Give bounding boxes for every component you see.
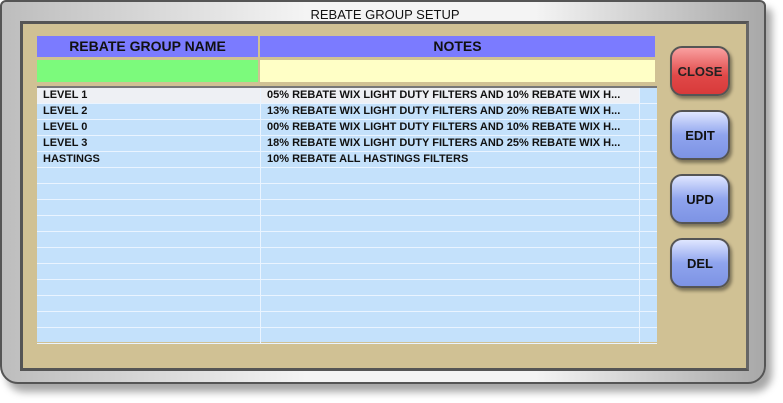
name-filter-input[interactable] (37, 60, 258, 82)
name-cell: LEVEL 0 (37, 120, 261, 135)
notes-cell (261, 216, 640, 231)
table-row[interactable]: LEVEL 3 18% REBATE WIX LIGHT DUTY FILTERS… (37, 136, 657, 152)
notes-cell (261, 312, 640, 327)
name-cell (37, 280, 261, 295)
notes-cell (261, 248, 640, 263)
notes-cell (261, 264, 640, 279)
empty-row[interactable] (37, 168, 657, 184)
name-cell (37, 296, 261, 311)
empty-row[interactable] (37, 248, 657, 264)
rebate-group-grid: LEVEL 1 05% REBATE WIX LIGHT DUTY FILTERS… (37, 86, 657, 344)
column-header-notes[interactable]: NOTES (260, 36, 655, 57)
name-cell: LEVEL 3 (37, 136, 261, 151)
notes-cell (261, 168, 640, 183)
notes-cell (261, 200, 640, 215)
empty-row[interactable] (37, 184, 657, 200)
empty-row[interactable] (37, 280, 657, 296)
notes-cell (261, 232, 640, 247)
notes-filter-input[interactable] (260, 60, 655, 82)
name-cell (37, 232, 261, 247)
name-cell (37, 328, 261, 343)
empty-row[interactable] (37, 328, 657, 344)
notes-cell (261, 184, 640, 199)
notes-cell (261, 280, 640, 295)
name-cell (37, 312, 261, 327)
update-button[interactable]: UPD (670, 174, 730, 224)
window-title: REBATE GROUP SETUP (310, 7, 460, 22)
edit-button[interactable]: EDIT (670, 110, 730, 160)
name-cell (37, 248, 261, 263)
table-row[interactable]: HASTINGS 10% REBATE ALL HASTINGS FILTERS (37, 152, 657, 168)
table-row[interactable]: LEVEL 0 00% REBATE WIX LIGHT DUTY FILTERS… (37, 120, 657, 136)
empty-row[interactable] (37, 312, 657, 328)
empty-row[interactable] (37, 264, 657, 280)
empty-row[interactable] (37, 232, 657, 248)
name-cell: LEVEL 2 (37, 104, 261, 119)
name-cell (37, 264, 261, 279)
notes-cell (261, 328, 640, 343)
notes-cell: 18% REBATE WIX LIGHT DUTY FILTERS AND 25… (261, 136, 640, 151)
name-cell: LEVEL 1 (37, 88, 261, 103)
name-cell (37, 216, 261, 231)
empty-row[interactable] (37, 200, 657, 216)
table-row[interactable]: LEVEL 2 13% REBATE WIX LIGHT DUTY FILTERS… (37, 104, 657, 120)
name-cell: HASTINGS (37, 152, 261, 167)
name-cell (37, 200, 261, 215)
empty-row[interactable] (37, 296, 657, 312)
notes-cell: 00% REBATE WIX LIGHT DUTY FILTERS AND 10… (261, 120, 640, 135)
notes-cell: 10% REBATE ALL HASTINGS FILTERS (261, 152, 640, 167)
notes-cell (261, 296, 640, 311)
empty-row[interactable] (37, 216, 657, 232)
table-row[interactable]: LEVEL 1 05% REBATE WIX LIGHT DUTY FILTERS… (37, 88, 657, 104)
delete-button[interactable]: DEL (670, 238, 730, 288)
notes-cell: 05% REBATE WIX LIGHT DUTY FILTERS AND 10… (261, 88, 640, 103)
close-button[interactable]: CLOSE (670, 46, 730, 96)
notes-cell: 13% REBATE WIX LIGHT DUTY FILTERS AND 20… (261, 104, 640, 119)
column-header-name[interactable]: REBATE GROUP NAME (37, 36, 258, 57)
name-cell (37, 184, 261, 199)
name-cell (37, 168, 261, 183)
